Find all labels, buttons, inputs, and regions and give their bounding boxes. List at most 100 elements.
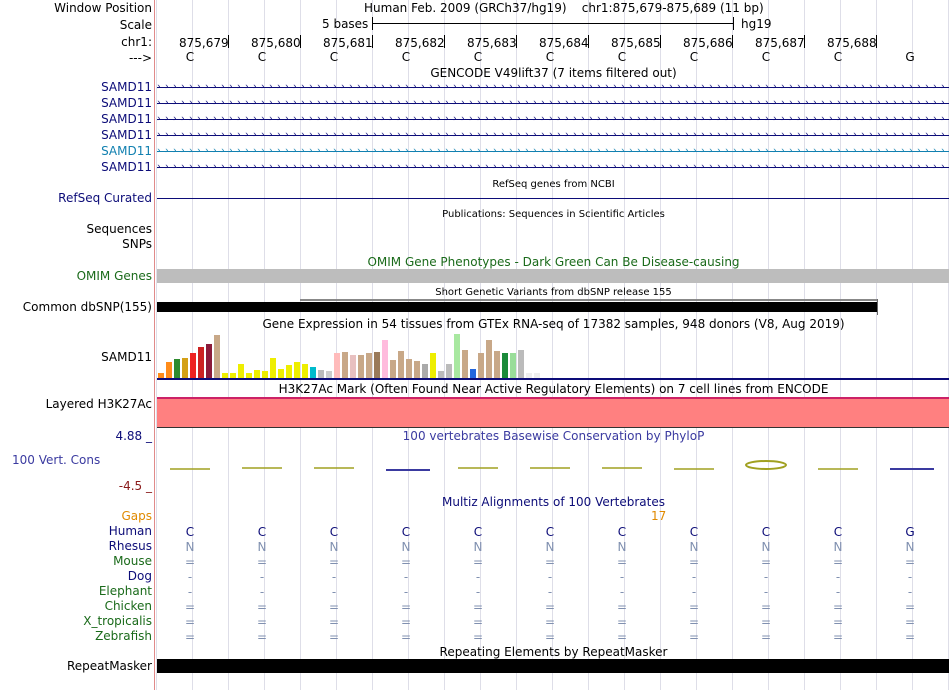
gtex-bar[interactable] [326,371,332,378]
repeatmasker-label[interactable]: RepeatMasker [66,659,152,673]
dbsnp-title[interactable]: Short Genetic Variants from dbSNP releas… [435,287,672,298]
gtex-label[interactable]: SAMD11 [101,350,152,364]
publications-label[interactable]: Sequences [86,222,152,236]
gtex-bar[interactable] [526,373,532,378]
gtex-bar[interactable] [294,362,300,378]
species-label[interactable]: Human [108,524,152,538]
gtex-bar[interactable] [302,364,308,378]
gtex-bar[interactable] [286,365,292,378]
omim-bar[interactable] [157,269,949,283]
gtex-bar[interactable] [278,369,284,378]
gtex-bar[interactable] [438,371,444,378]
gtex-bar[interactable] [230,373,236,378]
gencode-transcript[interactable]: › › › › › › › › › › › › › › › › › › › › › › › › › › › › › › › › › › › › › › › ›… [157,147,949,156]
gencode-title[interactable]: GENCODE V49lift37 (7 items filtered out) [430,66,677,80]
gtex-chart[interactable] [157,333,557,378]
gtex-bar[interactable] [494,351,500,378]
gtex-bar[interactable] [206,344,212,378]
gencode-row-label[interactable]: SAMD11 [101,144,152,158]
gencode-transcript[interactable]: › › › › › › › › › › › › › › › › › › › › › › › › › › › › › › › › › › › › › › › ›… [157,83,949,92]
gtex-bar[interactable] [254,370,260,378]
gtex-bar[interactable] [190,353,196,378]
gtex-bar[interactable] [262,371,268,378]
gtex-bar[interactable] [374,352,380,378]
gencode-row-label[interactable]: SAMD11 [101,96,152,110]
gtex-bar[interactable] [174,359,180,378]
cons-plot[interactable] [155,455,950,477]
gtex-bar[interactable] [470,369,476,378]
species-label[interactable]: X_tropicalis [83,614,152,628]
gtex-bar[interactable] [246,373,252,378]
dbsnp-label[interactable]: Common dbSNP(155) [22,300,152,314]
species-label[interactable]: Zebrafish [95,629,152,643]
gtex-bar[interactable] [406,359,412,378]
gtex-bar[interactable] [398,351,404,378]
alignment-base: = [472,615,484,629]
gtex-bar[interactable] [430,353,436,378]
cons-title[interactable]: 100 vertebrates Basewise Conservation by… [402,429,705,443]
strand-arrow-icon: › [853,162,857,172]
gtex-bar[interactable] [462,350,468,378]
species-label[interactable]: Elephant [98,584,152,598]
refseq-label[interactable]: RefSeq Curated [58,191,152,205]
gtex-bar[interactable] [422,364,428,378]
gtex-bar[interactable] [454,334,460,378]
gtex-bar[interactable] [366,353,372,378]
gtex-bar[interactable] [310,367,316,378]
species-label[interactable]: Chicken [104,599,152,613]
gtex-bar[interactable] [334,353,340,378]
gencode-row-label[interactable]: SAMD11 [101,160,152,174]
gtex-bar[interactable] [158,373,164,378]
h3k27ac-title[interactable]: H3K27Ac Mark (Often Found Near Active Re… [278,382,829,396]
gtex-bar[interactable] [510,353,516,378]
strand-arrow-icon: › [621,162,625,172]
gtex-bar[interactable] [166,362,172,378]
gtex-bar[interactable] [350,355,356,378]
gtex-bar[interactable] [222,373,228,378]
snps-label[interactable]: SNPs [122,237,152,251]
gtex-bar[interactable] [182,358,188,378]
gencode-transcript[interactable]: › › › › › › › › › › › › › › › › › › › › › › › › › › › › › › › › › › › › › › › ›… [157,98,949,108]
species-label[interactable]: Mouse [113,554,152,568]
gtex-bar[interactable] [390,360,396,378]
gtex-bar[interactable] [214,335,220,378]
gaps-label[interactable]: Gaps [121,509,152,523]
gtex-bar[interactable] [518,350,524,378]
gencode-row-label[interactable]: SAMD11 [101,80,152,94]
repeatmasker-bar[interactable] [157,659,949,673]
h3k27ac-bar[interactable] [157,397,949,428]
gtex-bar[interactable] [342,352,348,378]
gtex-title[interactable]: Gene Expression in 54 tissues from GTEx … [262,317,845,331]
gtex-bar[interactable] [534,373,540,378]
species-label[interactable]: Rhesus [108,539,152,553]
gtex-bar[interactable] [358,355,364,378]
refseq-title[interactable]: RefSeq genes from NCBI [492,179,615,190]
gtex-bar[interactable] [198,347,204,378]
species-label[interactable]: Dog [127,569,152,583]
publications-title[interactable]: Publications: Sequences in Scientific Ar… [442,209,665,220]
omim-label[interactable]: OMIM Genes [76,269,152,283]
gtex-bar[interactable] [446,364,452,378]
gtex-bar[interactable] [238,364,244,378]
gtex-bar[interactable] [270,358,276,378]
gtex-bar[interactable] [318,370,324,378]
strand-arrow-icon: › [253,98,257,108]
multiz-title[interactable]: Multiz Alignments of 100 Vertebrates [441,495,666,509]
gtex-bar[interactable] [502,353,508,378]
omim-title[interactable]: OMIM Gene Phenotypes - Dark Green Can Be… [367,255,740,269]
gencode-transcript[interactable]: › › › › › › › › › › › › › › › › › › › › › › › › › › › › › › › › › › › › › › › ›… [157,115,949,124]
gtex-bar[interactable] [414,361,420,378]
gencode-row-label[interactable]: SAMD11 [101,112,152,126]
gtex-bar[interactable] [486,340,492,378]
dbsnp-bar[interactable] [157,302,877,312]
gencode-row-label[interactable]: SAMD11 [101,128,152,142]
repeatmasker-title[interactable]: Repeating Elements by RepeatMasker [439,645,668,659]
gencode-transcript[interactable]: › › › › › › › › › › › › › › › › › › › › › › › › › › › › › › › › › › › › › › › ›… [157,162,949,172]
gtex-bar[interactable] [382,340,388,378]
h3k27ac-label[interactable]: Layered H3K27Ac [45,397,152,411]
refseq-line[interactable] [157,198,949,199]
alignment-base: = [616,555,628,569]
gencode-transcript[interactable]: › › › › › › › › › › › › › › › › › › › › › › › › › › › › › › › › › › › › › › › ›… [157,131,949,140]
cons-label[interactable]: 100 Vert. Cons [12,453,101,467]
gtex-bar[interactable] [478,353,484,378]
